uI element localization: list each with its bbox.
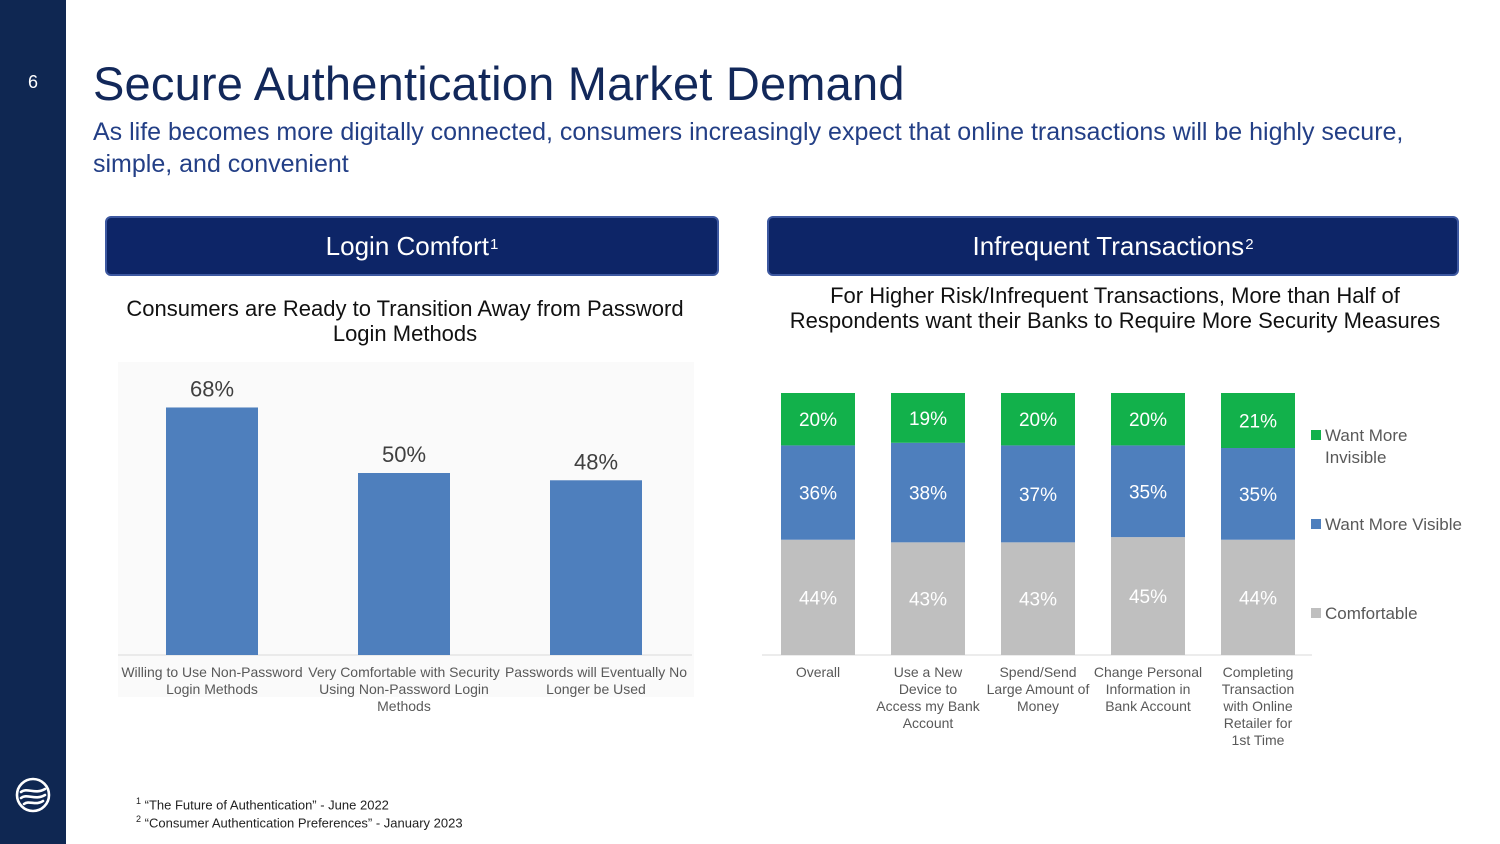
stacked-bar-segment	[781, 539, 855, 655]
stacked-bar-label: 20%	[1129, 410, 1167, 431]
stacked-bar-segment	[781, 445, 855, 540]
transactions-chart-title: For Higher Risk/Infrequent Transactions,…	[789, 283, 1441, 333]
stacked-bar-label: 20%	[1019, 410, 1057, 431]
stacked-bar-segment	[1111, 445, 1185, 538]
stacked-bar-label: 43%	[909, 590, 947, 611]
stacked-bar-segment	[1221, 539, 1295, 655]
legend-swatch	[1311, 430, 1321, 440]
infrequent-transactions-header: Infrequent Transactions 2	[767, 216, 1459, 276]
sidebar	[0, 0, 66, 844]
login-bar-label: 68%	[190, 376, 234, 401]
login-comfort-header-text: Login Comfort	[325, 230, 489, 261]
stacked-bar-segment	[1001, 393, 1075, 446]
transactions-category-label: Completing Transaction with Online Retailer…	[1222, 664, 1295, 748]
stacked-bar-label: 44%	[799, 588, 837, 609]
stacked-bar-segment	[1111, 537, 1185, 655]
infrequent-transactions-header-sup: 2	[1245, 235, 1254, 253]
page-subtitle: As life becomes more digitally connected…	[93, 118, 1404, 178]
stacked-bar-segment	[891, 542, 965, 655]
stacked-bar-label: 35%	[1239, 485, 1277, 506]
stacked-bar-label: 38%	[909, 484, 947, 505]
stacked-bar-segment	[1221, 448, 1295, 540]
legend-label: Comfortable	[1325, 604, 1418, 623]
stacked-bar-segment	[1001, 542, 1075, 655]
transactions-category-label: Spend/Send Large Amount of Money	[987, 664, 1090, 714]
footnote-1: 1 “The Future of Authentication” - June …	[136, 796, 389, 813]
login-bar	[358, 473, 450, 655]
transactions-category-label: Use a New Device to Access my Bank Account	[876, 664, 980, 731]
stacked-bar-label: 20%	[799, 410, 837, 431]
infrequent-transactions-header-text: Infrequent Transactions	[972, 230, 1245, 261]
page-number: 6	[27, 72, 38, 92]
login-category-label: Passwords will Eventually No Longer be Us…	[505, 664, 687, 697]
legend-label: Want More Invisible	[1325, 426, 1408, 467]
stacked-bar-label: 19%	[909, 409, 947, 430]
stacked-bar-label: 44%	[1239, 588, 1277, 609]
stacked-bar-segment	[781, 393, 855, 446]
legend-swatch	[1311, 608, 1321, 618]
login-comfort-header: Login Comfort 1	[105, 216, 719, 276]
footnotes: 1 “The Future of Authentication” - June …	[136, 794, 463, 831]
stacked-bar-label: 37%	[1019, 485, 1057, 506]
login-category-label: Very Comfortable with Security Using Non-…	[308, 664, 499, 714]
page-title: Secure Authentication Market Demand	[93, 57, 905, 110]
stacked-bar-segment	[1001, 445, 1075, 543]
legend-label: Want More Visible	[1325, 515, 1462, 534]
stacked-bar-label: 36%	[799, 484, 837, 505]
footnote-2: 2 “Consumer Authentication Preferences” …	[136, 814, 463, 831]
legend-swatch	[1311, 519, 1321, 529]
stacked-bar-segment	[1221, 393, 1295, 449]
login-category-label: Willing to Use Non-Password Login Methods	[121, 664, 302, 697]
transactions-category-label: Overall	[796, 664, 840, 680]
stacked-bar-label: 43%	[1019, 590, 1057, 611]
login-chart-title: Consumers are Ready to Transition Away f…	[126, 296, 684, 346]
login-bar-label: 48%	[574, 449, 618, 474]
stacked-bar-label: 21%	[1239, 412, 1277, 433]
stacked-bar-segment	[891, 442, 965, 543]
stacked-bar-label: 45%	[1129, 587, 1167, 608]
transactions-category-label: Change Personal Information in Bank Accoun…	[1094, 664, 1202, 714]
stacked-bar-segment	[891, 393, 965, 443]
stacked-bar-label: 35%	[1129, 482, 1167, 503]
login-bar-label: 50%	[382, 442, 426, 467]
login-bar	[166, 407, 258, 655]
company-logo-icon	[15, 777, 51, 813]
stacked-bar-segment	[1111, 393, 1185, 446]
login-comfort-header-sup: 1	[489, 235, 499, 253]
login-bar	[550, 480, 642, 655]
